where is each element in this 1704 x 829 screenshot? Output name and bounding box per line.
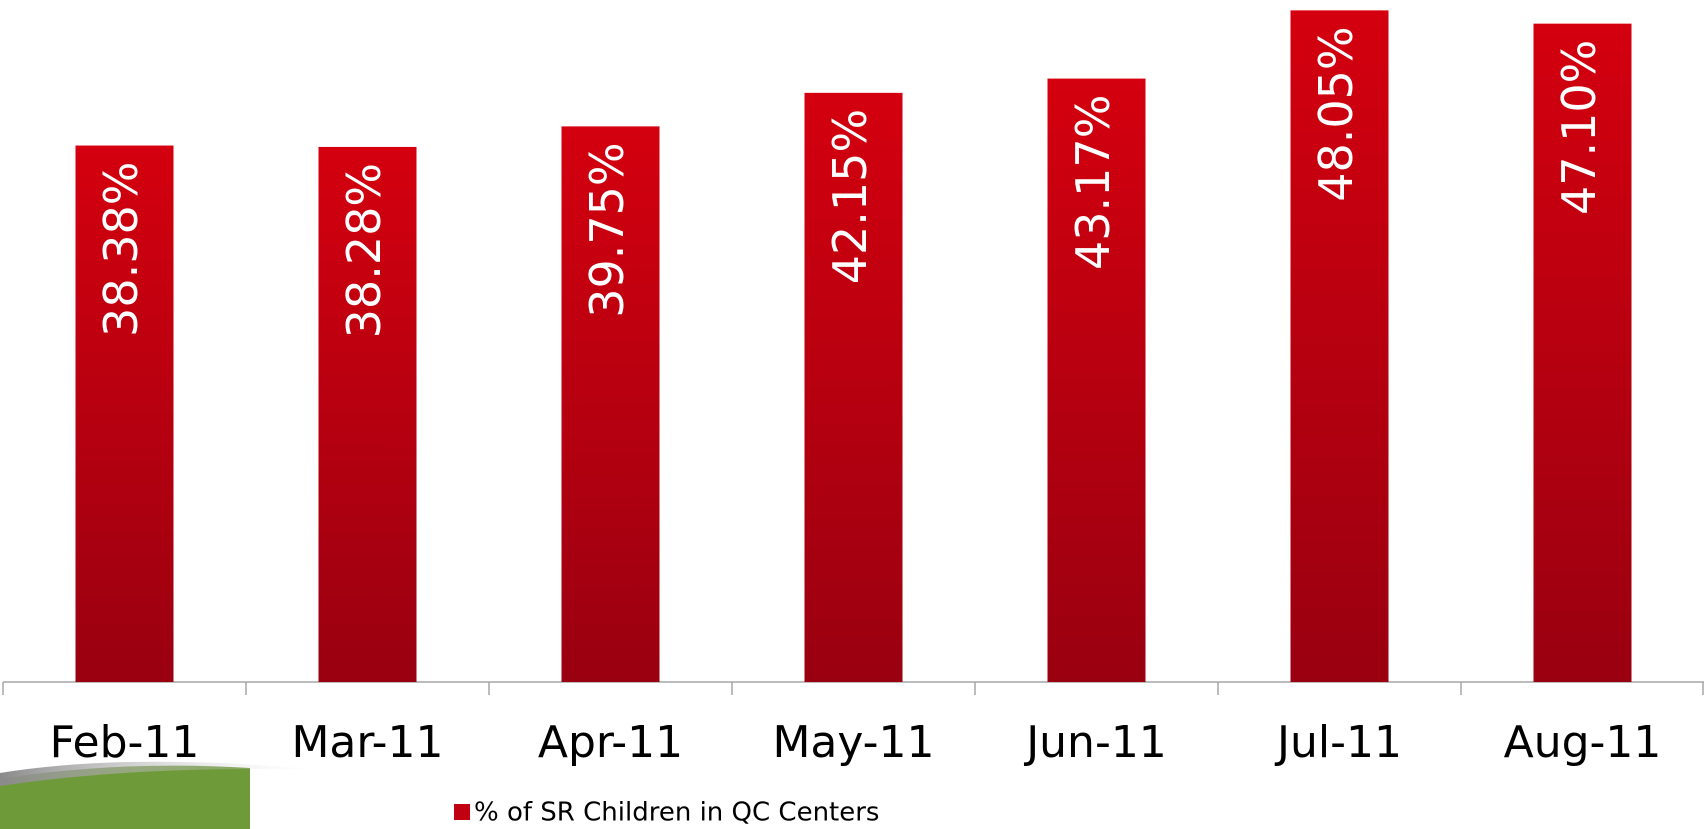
- value-label: 38.28%: [337, 163, 391, 338]
- bar: [318, 146, 417, 683]
- x-tick-label: Apr-11: [538, 717, 683, 768]
- x-tick-label: Feb-11: [50, 717, 200, 768]
- legend-swatch: [454, 804, 470, 820]
- x-tick-label: Jun-11: [1023, 717, 1167, 768]
- value-label: 42.15%: [823, 109, 877, 284]
- bar: [1047, 78, 1146, 682]
- bar: [1290, 10, 1389, 683]
- value-label: 38.38%: [94, 162, 148, 337]
- value-label: 39.75%: [580, 142, 634, 317]
- bar: [561, 126, 660, 682]
- value-label: 43.17%: [1066, 95, 1120, 270]
- x-tick-label: Aug-11: [1504, 717, 1662, 768]
- bar: [75, 145, 174, 682]
- legend-label: % of SR Children in QC Centers: [474, 798, 879, 828]
- corner-decoration: [0, 761, 320, 829]
- value-label: 48.05%: [1309, 26, 1363, 201]
- value-label: 47.10%: [1552, 40, 1606, 215]
- x-tick-label: Jul-11: [1274, 717, 1402, 768]
- bar: [804, 92, 903, 683]
- bar: [1533, 23, 1632, 683]
- x-tick-label: May-11: [772, 717, 934, 768]
- x-tick-label: Mar-11: [291, 717, 443, 768]
